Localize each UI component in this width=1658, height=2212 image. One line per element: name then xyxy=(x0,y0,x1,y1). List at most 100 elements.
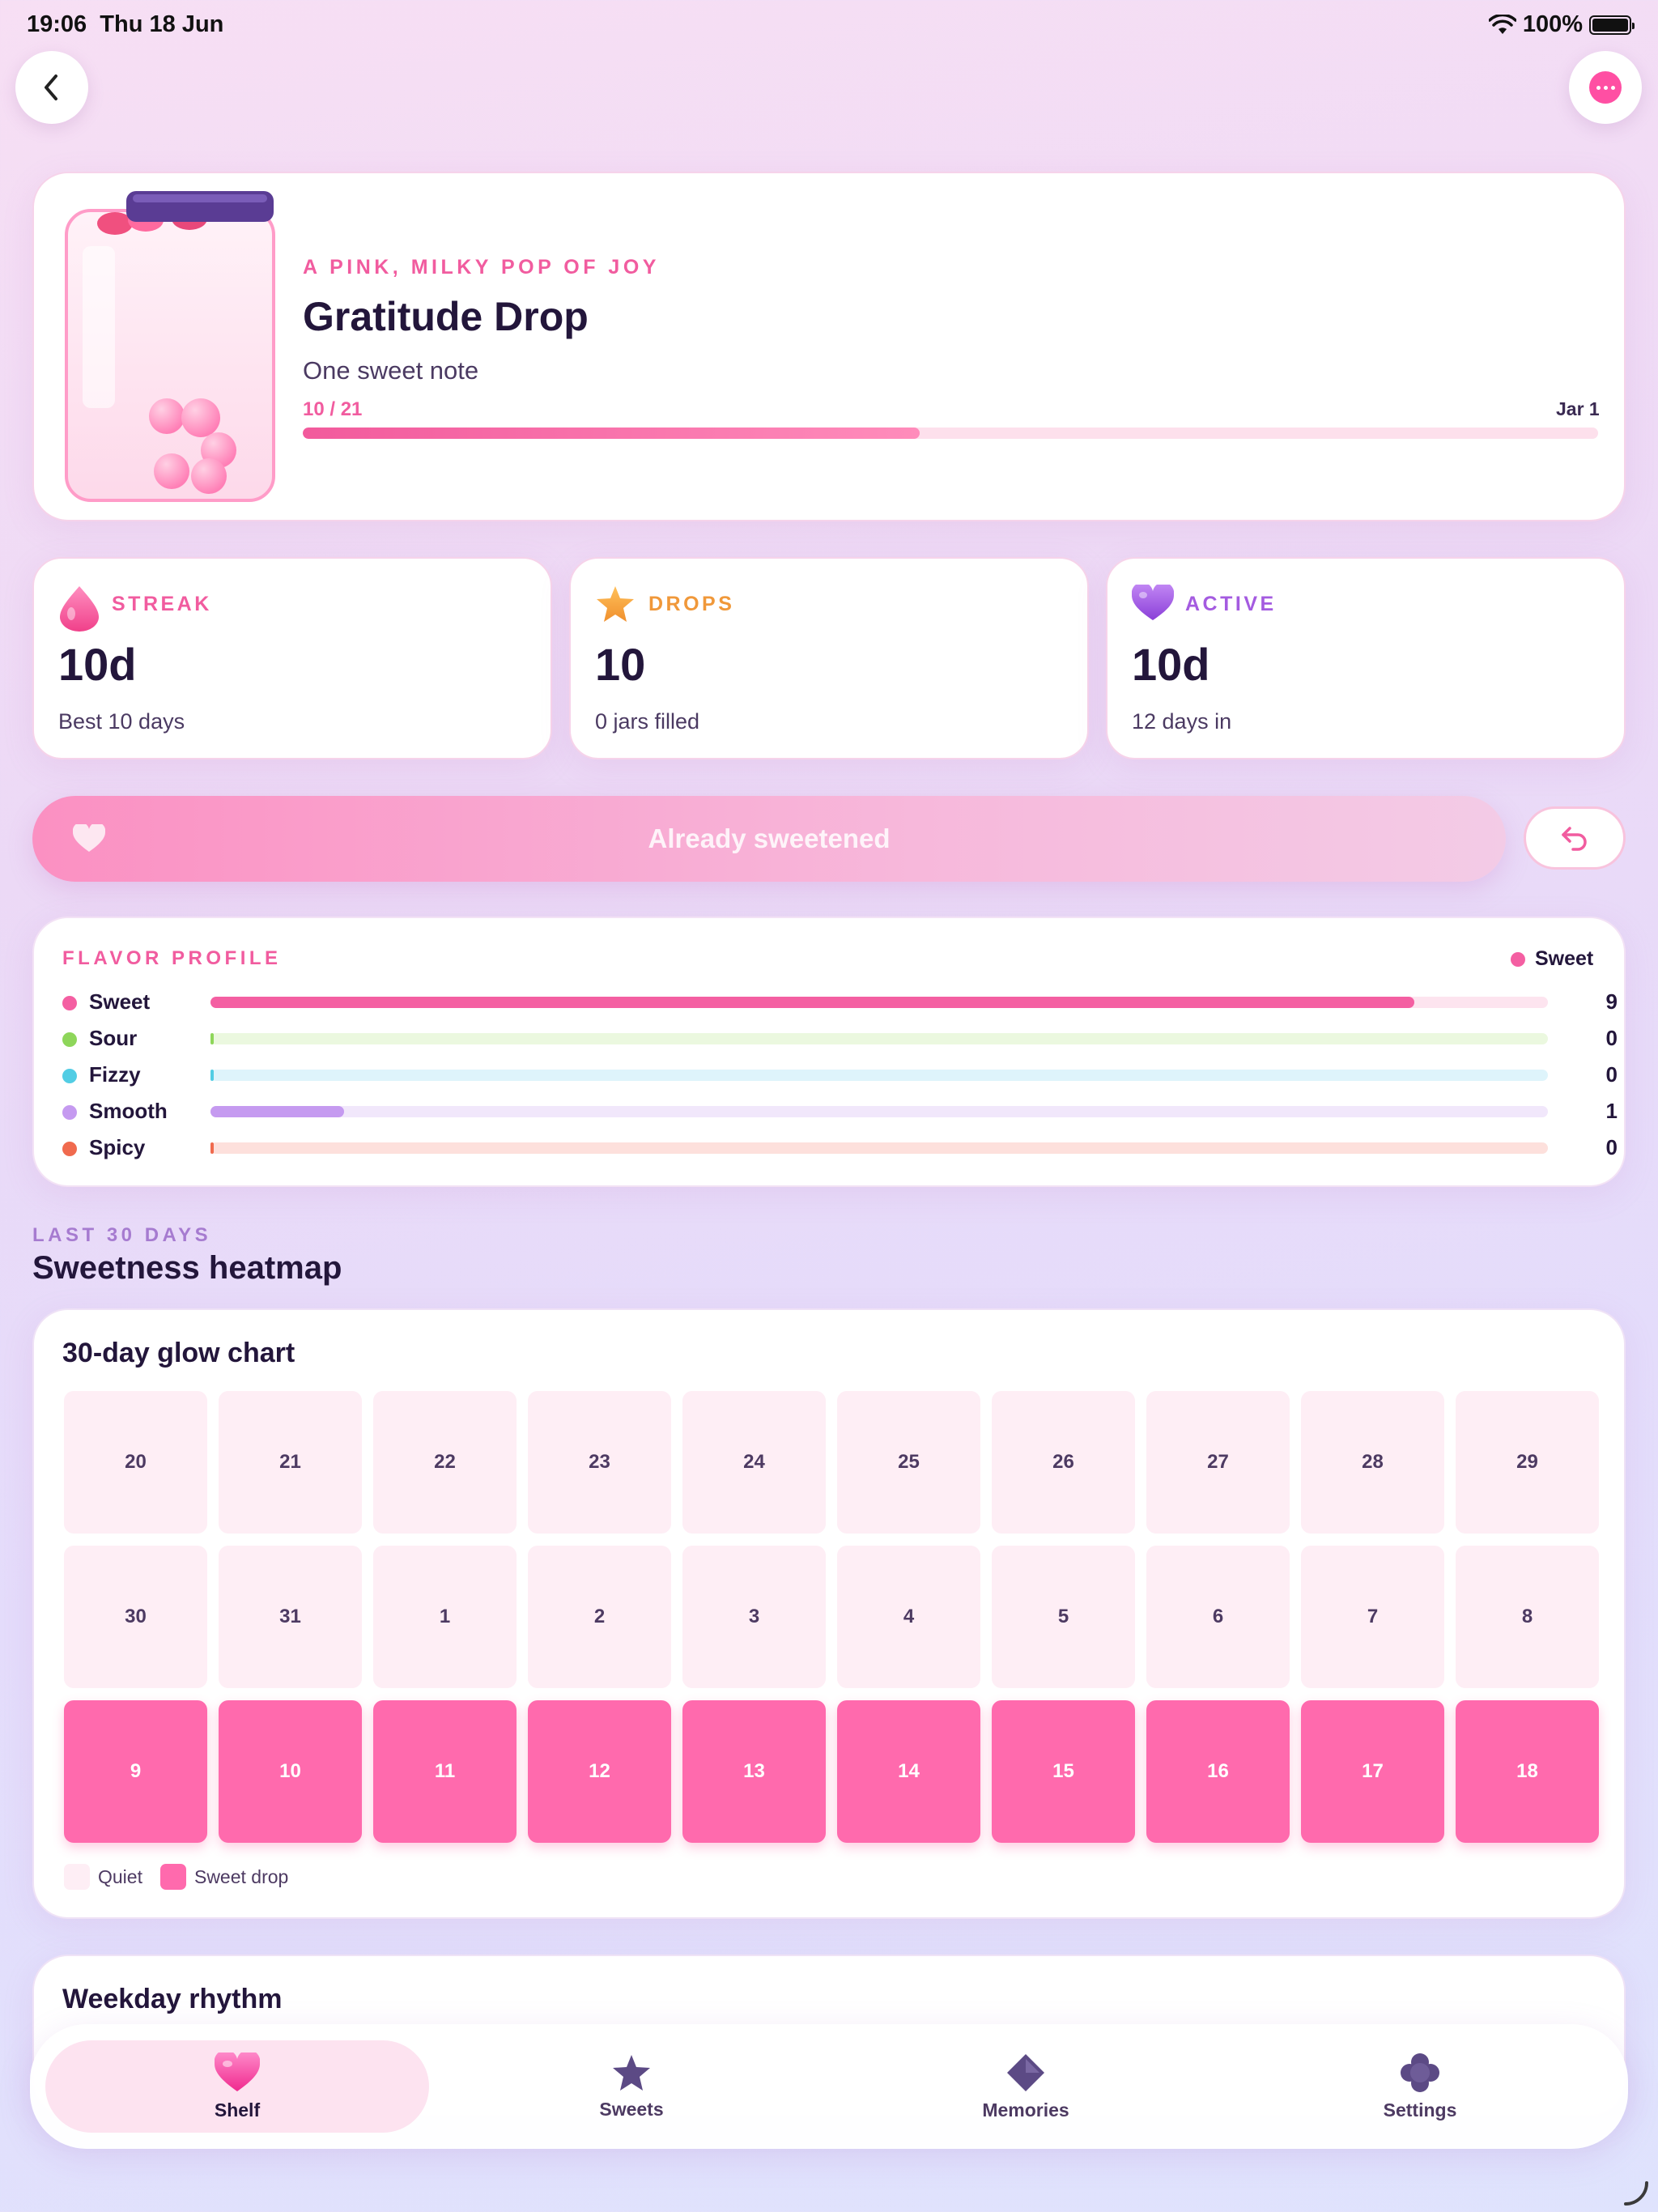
flavor-name: Spicy xyxy=(89,1135,146,1159)
heatmap-day-cell[interactable]: 18 xyxy=(1456,1700,1599,1843)
jar-progress-text: 10 / 21 xyxy=(303,398,363,420)
tab-sweets-label: Sweets xyxy=(599,2098,664,2120)
glow-chart-title: 30-day glow chart xyxy=(62,1338,295,1368)
flavor-row-sour: Sour 0 xyxy=(34,1023,1658,1055)
flavor-row-fizzy: Fizzy 0 xyxy=(34,1059,1658,1091)
jar-flavor-tagline: A PINK, MILKY POP OF JOY xyxy=(303,256,660,279)
flavor-dot xyxy=(62,1032,77,1047)
wifi-icon xyxy=(1488,14,1516,34)
flavor-dot xyxy=(62,996,77,1010)
more-button[interactable] xyxy=(1569,51,1642,124)
flavor-name: Fizzy xyxy=(89,1062,141,1087)
heatmap-day-cell[interactable]: 5 xyxy=(992,1546,1135,1688)
flavor-count: 0 xyxy=(1605,1026,1618,1050)
heatmap-day-cell[interactable]: 31 xyxy=(219,1546,362,1688)
heatmap-day-cell[interactable]: 14 xyxy=(837,1700,980,1843)
heatmap-eyebrow: LAST 30 DAYS xyxy=(32,1224,212,1246)
heatmap-day-cell[interactable]: 26 xyxy=(992,1391,1135,1534)
flavor-row-spicy: Spicy 0 xyxy=(34,1132,1658,1164)
stat-subtext: 12 days in xyxy=(1132,709,1232,734)
candy-jar-icon xyxy=(65,191,275,502)
heatmap-day-cell[interactable]: 4 xyxy=(837,1546,980,1688)
heatmap-day-cell[interactable]: 2 xyxy=(528,1546,671,1688)
heatmap-day-cell[interactable]: 15 xyxy=(992,1700,1135,1843)
flavor-bar-track xyxy=(210,997,1548,1008)
flavor-bar-track xyxy=(210,1142,1548,1154)
heatmap-day-cell[interactable]: 8 xyxy=(1456,1546,1599,1688)
heatmap-day-cell[interactable]: 25 xyxy=(837,1391,980,1534)
tab-shelf[interactable]: Shelf xyxy=(45,2040,429,2133)
heatmap-day-cell[interactable]: 23 xyxy=(528,1391,671,1534)
heatmap-day-cell[interactable]: 28 xyxy=(1301,1391,1444,1534)
more-icon xyxy=(1589,71,1622,104)
stat-subtext: 0 jars filled xyxy=(595,709,700,734)
heatmap-day-cell[interactable]: 30 xyxy=(64,1546,207,1688)
stat-label: STREAK xyxy=(112,593,212,615)
heatmap-day-cell[interactable]: 10 xyxy=(219,1700,362,1843)
status-date: Thu 18 Jun xyxy=(100,11,224,37)
heart-icon xyxy=(73,824,105,852)
heatmap-day-cell[interactable]: 27 xyxy=(1146,1391,1290,1534)
legend-sweet-label: Sweet drop xyxy=(193,1865,289,1887)
heatmap-day-cell[interactable]: 24 xyxy=(682,1391,826,1534)
stat-subtext: Best 10 days xyxy=(58,709,185,734)
flavor-dot xyxy=(62,1069,77,1083)
heatmap-day-cell[interactable]: 11 xyxy=(373,1700,517,1843)
flavor-bar-track xyxy=(210,1070,1548,1081)
heatmap-day-cell[interactable]: 3 xyxy=(682,1546,826,1688)
heatmap-day-cell[interactable]: 17 xyxy=(1301,1700,1444,1843)
stat-label: DROPS xyxy=(648,593,735,615)
diamond-icon xyxy=(1007,2053,1044,2091)
jar-progress-fill xyxy=(303,428,920,439)
flavor-bar-track xyxy=(210,1033,1548,1044)
top-flavor-dot xyxy=(1511,951,1525,967)
stat-value: 10d xyxy=(58,639,137,690)
flavor-count: 1 xyxy=(1605,1099,1618,1123)
flavor-name: Smooth xyxy=(89,1099,168,1123)
purple-heart-icon xyxy=(1131,582,1175,626)
glow-chart-card: 30-day glow chart 20 21 22 23 24 25 26 27 28 29 30… xyxy=(32,1308,1626,1919)
jar-progress-bar xyxy=(303,428,1598,439)
jar-title: Gratitude Drop xyxy=(303,294,589,339)
stat-label: ACTIVE xyxy=(1185,593,1277,615)
heatmap-day-cell[interactable]: 29 xyxy=(1456,1391,1599,1534)
flavor-profile-title: FLAVOR PROFILE xyxy=(62,947,282,969)
heatmap-day-cell[interactable]: 9 xyxy=(64,1700,207,1843)
undo-button[interactable] xyxy=(1524,806,1626,870)
status-time: 19:06 xyxy=(27,11,87,37)
heatmap-day-cell[interactable]: 6 xyxy=(1146,1546,1290,1688)
stat-card-active: ACTIVE 10d 12 days in xyxy=(1106,557,1626,759)
pink-heart-icon xyxy=(215,2052,260,2091)
flavor-name: Sweet xyxy=(89,989,151,1014)
tab-memories[interactable]: Memories xyxy=(834,2040,1218,2133)
sweeten-button-label: Already sweetened xyxy=(648,823,891,853)
status-bar: 19:06 Thu 18 Jun 100% xyxy=(0,0,1658,52)
back-button[interactable] xyxy=(15,51,88,124)
heatmap-day-cell[interactable]: 21 xyxy=(219,1391,362,1534)
flavor-dot xyxy=(62,1142,77,1156)
heatmap-day-cell[interactable]: 22 xyxy=(373,1391,517,1534)
heatmap-day-cell[interactable]: 20 xyxy=(64,1391,207,1534)
flavor-profile-card: FLAVOR PROFILE Sweet Sweet 9 Sour 0 Fizz… xyxy=(32,917,1626,1187)
tab-sweets[interactable]: Sweets xyxy=(440,2040,823,2133)
flavor-bar-fill xyxy=(210,1070,214,1081)
sweeten-button[interactable]: Already sweetened xyxy=(32,796,1506,882)
heatmap-day-cell[interactable]: 12 xyxy=(528,1700,671,1843)
star-icon xyxy=(595,585,636,627)
jar-subtitle: One sweet note xyxy=(303,356,479,385)
heatmap-day-cell[interactable]: 7 xyxy=(1301,1546,1444,1688)
jar-number: Jar 1 xyxy=(1556,398,1600,419)
legend-quiet-label: Quiet xyxy=(98,1865,142,1887)
flower-gear-icon xyxy=(1401,2052,1439,2092)
top-flavor-label: Sweet xyxy=(1535,947,1594,970)
flavor-count: 9 xyxy=(1605,989,1618,1014)
flavor-row-sweet: Sweet 9 xyxy=(34,986,1658,1019)
heatmap-day-cell[interactable]: 1 xyxy=(373,1546,517,1688)
flavor-name: Sour xyxy=(89,1026,138,1050)
tab-memories-label: Memories xyxy=(982,2099,1069,2121)
home-indicator xyxy=(1624,2181,1648,2206)
flavor-bar-fill xyxy=(210,1106,345,1117)
tab-settings[interactable]: Settings xyxy=(1228,2040,1612,2133)
heatmap-day-cell[interactable]: 16 xyxy=(1146,1700,1290,1843)
heatmap-day-cell[interactable]: 13 xyxy=(682,1700,826,1843)
